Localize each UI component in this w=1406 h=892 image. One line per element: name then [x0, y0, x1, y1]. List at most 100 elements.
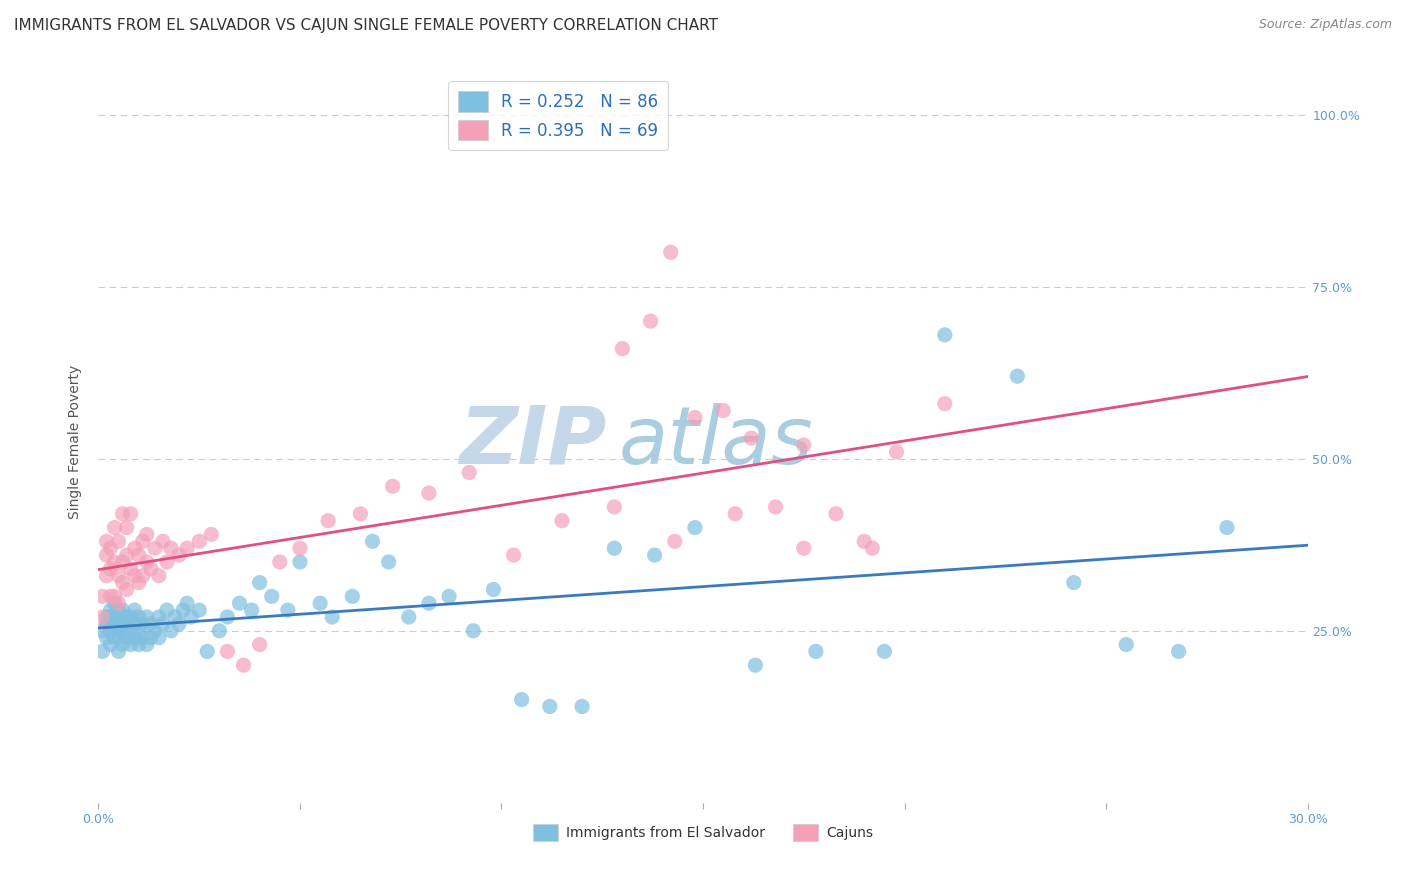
Point	[128, 624, 150, 638]
Point	[172, 603, 194, 617]
Point	[100, 624, 122, 638]
Point	[640, 314, 662, 328]
Point	[128, 548, 150, 562]
Point	[115, 631, 138, 645]
Y-axis label: Single Female Poverty: Single Female Poverty	[69, 365, 83, 518]
Point	[1115, 638, 1137, 652]
Point	[934, 397, 956, 411]
Point	[111, 555, 134, 569]
Point	[342, 590, 364, 604]
Point	[107, 644, 129, 658]
Point	[103, 596, 125, 610]
Point	[825, 507, 848, 521]
Point	[128, 575, 150, 590]
Point	[120, 507, 142, 521]
Point	[100, 638, 122, 652]
Point	[1063, 575, 1085, 590]
Point	[96, 631, 118, 645]
Text: atlas: atlas	[619, 402, 813, 481]
Point	[103, 610, 125, 624]
Point	[551, 514, 574, 528]
Point	[91, 590, 114, 604]
Point	[321, 610, 343, 624]
Point	[418, 596, 440, 610]
Point	[160, 624, 183, 638]
Point	[128, 638, 150, 652]
Point	[135, 527, 157, 541]
Point	[124, 631, 146, 645]
Point	[260, 590, 283, 604]
Point	[103, 616, 125, 631]
Point	[167, 616, 190, 631]
Legend: Immigrants from El Salvador, Cajuns: Immigrants from El Salvador, Cajuns	[527, 818, 879, 847]
Point	[804, 644, 827, 658]
Point	[398, 610, 420, 624]
Point	[659, 245, 682, 260]
Text: ZIP: ZIP	[458, 402, 606, 481]
Point	[160, 541, 183, 556]
Point	[377, 555, 399, 569]
Point	[115, 582, 138, 597]
Point	[103, 520, 125, 534]
Point	[793, 438, 815, 452]
Point	[163, 610, 186, 624]
Point	[316, 514, 339, 528]
Point	[96, 610, 118, 624]
Point	[143, 541, 166, 556]
Point	[103, 590, 125, 604]
Point	[128, 610, 150, 624]
Point	[156, 603, 179, 617]
Point	[232, 658, 254, 673]
Point	[139, 616, 162, 631]
Point	[107, 616, 129, 631]
Point	[107, 631, 129, 645]
Point	[91, 644, 114, 658]
Point	[111, 575, 134, 590]
Point	[152, 616, 174, 631]
Point	[793, 541, 815, 556]
Point	[115, 520, 138, 534]
Point	[135, 638, 157, 652]
Point	[711, 403, 734, 417]
Point	[120, 562, 142, 576]
Point	[683, 410, 706, 425]
Point	[683, 520, 706, 534]
Point	[188, 534, 211, 549]
Point	[139, 562, 162, 576]
Point	[381, 479, 404, 493]
Point	[139, 631, 162, 645]
Point	[1007, 369, 1029, 384]
Point	[132, 534, 155, 549]
Point	[107, 534, 129, 549]
Point	[188, 603, 211, 617]
Point	[765, 500, 787, 514]
Point	[111, 603, 134, 617]
Point	[249, 575, 271, 590]
Point	[96, 534, 118, 549]
Point	[724, 507, 747, 521]
Point	[195, 644, 218, 658]
Point	[135, 555, 157, 569]
Point	[167, 548, 190, 562]
Point	[437, 590, 460, 604]
Point	[853, 534, 876, 549]
Point	[96, 548, 118, 562]
Point	[418, 486, 440, 500]
Point	[132, 616, 155, 631]
Point	[538, 699, 561, 714]
Point	[143, 624, 166, 638]
Point	[744, 658, 766, 673]
Text: IMMIGRANTS FROM EL SALVADOR VS CAJUN SINGLE FEMALE POVERTY CORRELATION CHART: IMMIGRANTS FROM EL SALVADOR VS CAJUN SIN…	[14, 18, 718, 33]
Point	[107, 624, 129, 638]
Point	[124, 568, 146, 582]
Point	[1216, 520, 1239, 534]
Point	[111, 624, 134, 638]
Text: Source: ZipAtlas.com: Source: ZipAtlas.com	[1258, 18, 1392, 31]
Point	[132, 631, 155, 645]
Point	[124, 616, 146, 631]
Point	[107, 603, 129, 617]
Point	[176, 596, 198, 610]
Point	[156, 555, 179, 569]
Point	[103, 555, 125, 569]
Point	[740, 431, 762, 445]
